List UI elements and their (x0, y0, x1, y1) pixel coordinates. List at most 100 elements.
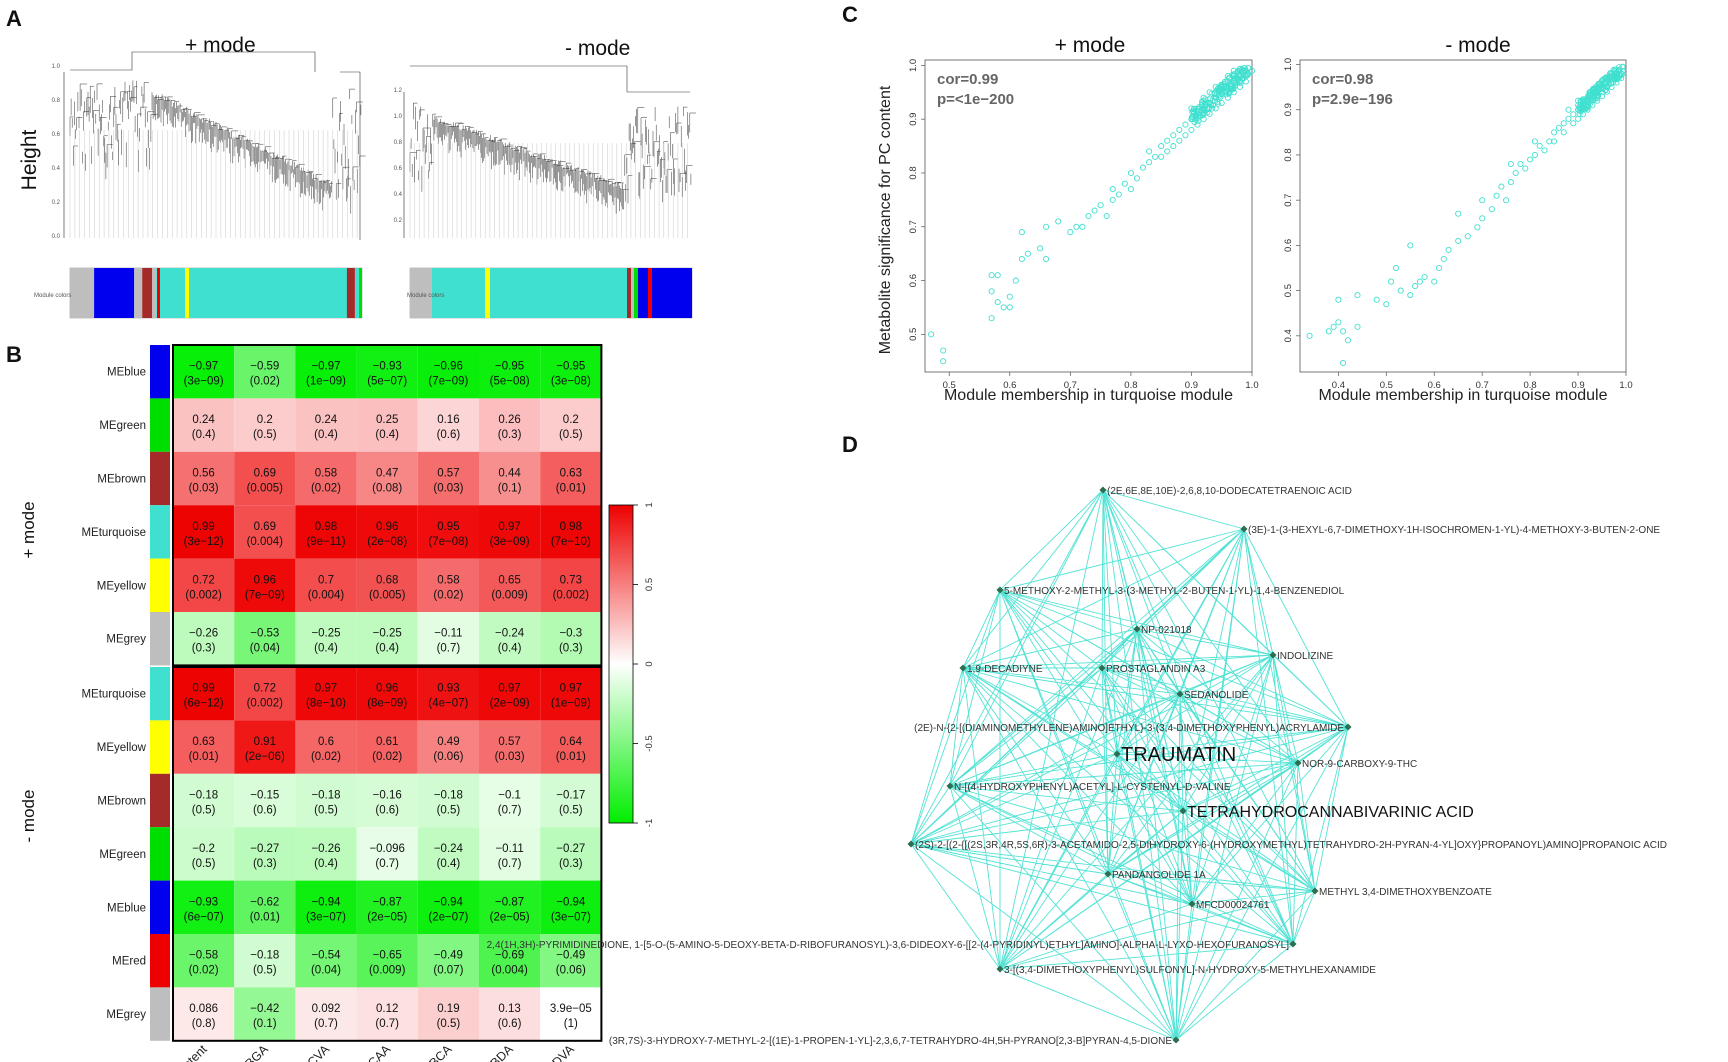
scatter-point (1595, 80, 1602, 87)
dendrogram-ytick: 1.0 (394, 114, 403, 120)
scatter-ytick-label: 0.8 (1283, 148, 1294, 161)
cell-correlation: 0.63 (192, 736, 214, 748)
scatter-point (1416, 278, 1423, 285)
heatmap-cell (234, 505, 296, 559)
scatter-ytick-label: 0.6 (908, 274, 919, 287)
scatter-point (1440, 255, 1447, 263)
scatter-point (1067, 229, 1074, 236)
cell-pvalue: (0.4) (375, 643, 399, 655)
cell-correlation: 0.65 (498, 574, 520, 586)
row-label: MEyellow (97, 742, 147, 754)
heatmap-cell (540, 345, 602, 399)
scatter-point (1344, 337, 1351, 344)
dendrogram-ytick: 0.8 (394, 140, 403, 146)
scatter-xtick-label: 0.7 (1476, 380, 1489, 391)
module-segment-brown (346, 268, 355, 318)
heatmap-cell (234, 773, 296, 828)
cell-pvalue: (3e−07) (306, 911, 346, 923)
dendrogram-ytick: 0.6 (52, 132, 61, 138)
network-node-label: 1,9-DECADIYNE (967, 664, 1043, 675)
cell-correlation: 0.44 (498, 468, 521, 480)
heatmap-cell (173, 451, 235, 506)
heatmap-cell (356, 451, 418, 506)
module-swatch-brown (150, 451, 170, 506)
cell-pvalue: (0.3) (498, 429, 522, 441)
dendrogram-ytick: 0.4 (52, 166, 61, 172)
scatter-point (1600, 85, 1607, 92)
scatter-xtick-label: 0.9 (1571, 380, 1584, 391)
cell-correlation: −0.3 (559, 628, 582, 640)
heatmap-cell (417, 398, 479, 452)
heatmap-cell (295, 827, 357, 881)
heatmap-cell (540, 451, 602, 506)
cell-correlation: 0.97 (498, 521, 520, 533)
cell-correlation: 0.63 (560, 468, 582, 480)
dendrogram-branches (69, 80, 366, 214)
network-node-label: NOR-9-CARBOXY-9-THC (1302, 759, 1417, 770)
heatmap-cell (540, 987, 602, 1041)
heatmap-cell (356, 612, 418, 666)
cell-correlation: 0.47 (376, 468, 398, 480)
scatter-point (1354, 292, 1361, 299)
cell-pvalue: (0.03) (495, 751, 525, 763)
scatter-cor-annotation: cor=0.98 (1312, 71, 1373, 88)
cell-correlation: −0.59 (250, 361, 279, 373)
row-label: MEred (112, 956, 146, 968)
scatter-xlabel: Module membership in turquoise module (944, 387, 1233, 404)
column-label: Δ9-THCVA (279, 1042, 332, 1062)
heatmap-mode-label-plus: + mode (19, 501, 38, 558)
scatter-xlabel: Module membership in turquoise module (1318, 387, 1607, 404)
scatter-point (1602, 75, 1609, 82)
cell-correlation: 0.6 (318, 736, 334, 748)
scatter-point (1191, 119, 1198, 126)
heatmap-cell (417, 720, 479, 774)
scatter-frame (1299, 59, 1627, 373)
cell-correlation: −0.65 (373, 950, 402, 962)
module-swatch-red (150, 934, 170, 988)
cell-pvalue: (3e−07) (551, 911, 591, 923)
cell-correlation: 0.97 (560, 683, 582, 695)
cell-pvalue: (0.5) (192, 858, 216, 870)
network-node-label: (2E)-N-{2-[(DIAMINOMETHYLENE)AMINO]ETHYL… (914, 723, 1344, 734)
scatter-point (1498, 183, 1505, 190)
cell-correlation: 0.97 (315, 683, 337, 695)
heatmap-cell (417, 827, 479, 881)
scatter-ytick-label: 0.6 (1283, 239, 1294, 252)
cell-pvalue: (0.4) (192, 429, 216, 441)
heatmap-cell (417, 345, 479, 399)
cell-correlation: 0.91 (254, 736, 276, 748)
scatter-point (1182, 132, 1189, 139)
scatter-point (1231, 72, 1238, 79)
heatmap-cell (173, 827, 235, 881)
scatter-point (1614, 70, 1621, 77)
colorbar-tick-label: 1 (644, 502, 655, 507)
scatter-point (1037, 245, 1044, 252)
scatter-point (1170, 132, 1177, 139)
scatter-point (1455, 210, 1462, 217)
heatmap-cell (295, 398, 357, 452)
scatter-point (1579, 104, 1586, 111)
scatter-point (1043, 223, 1050, 230)
cell-pvalue: (0.5) (437, 805, 461, 817)
cell-pvalue: (0.4) (375, 429, 399, 441)
cell-pvalue: (0.04) (311, 965, 341, 977)
cell-pvalue: (2e−09) (490, 698, 530, 710)
cell-pvalue: (0.5) (559, 429, 583, 441)
network-node-label: METHYL 3,4-DIMETHOXYBENZOATE (1319, 887, 1492, 898)
network-node-label: MFCD00024761 (1196, 900, 1270, 911)
cell-correlation: −0.26 (189, 628, 218, 640)
dendrogram-ytick: 0.4 (394, 192, 403, 198)
cell-correlation: −0.24 (495, 628, 525, 640)
scatter-point (1464, 233, 1471, 240)
cell-correlation: 0.99 (192, 521, 214, 533)
cell-correlation: −0.94 (556, 896, 586, 908)
scatter-point (1193, 108, 1200, 115)
scatter-point (1412, 283, 1419, 290)
cell-correlation: −0.15 (250, 790, 279, 802)
heatmap-minus-mode: MEturquoise 0.99 (6e−12) 0.72 (0.002) 0.97 (8e… (81, 666, 603, 1042)
row-label: MEblue (107, 902, 146, 914)
cell-pvalue: (0.5) (192, 805, 216, 817)
heatmap-cell (295, 667, 357, 721)
scatter-point (988, 272, 995, 279)
